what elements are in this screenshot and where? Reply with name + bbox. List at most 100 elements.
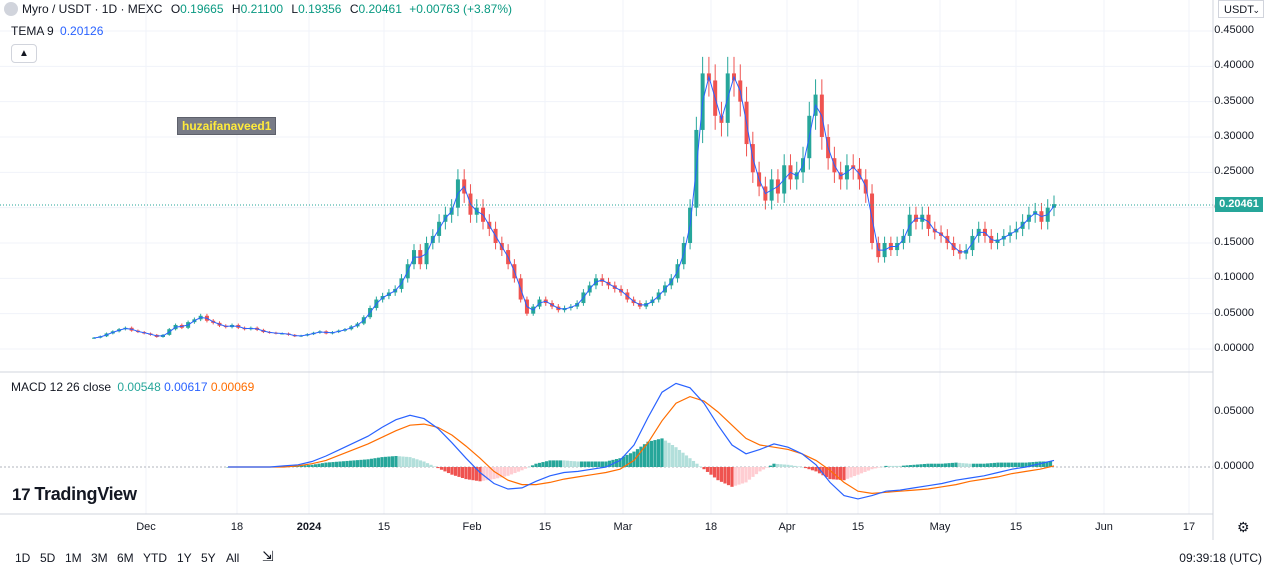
symbol-legend[interactable]: Myro / USDT · 1D · MEXC O0.19665 H0.2110…: [4, 2, 512, 16]
macd-hist-bar: [691, 460, 696, 467]
macd-hist-bar: [362, 459, 367, 467]
macd-hist-bar: [667, 442, 671, 467]
range-button-all[interactable]: All: [226, 551, 240, 565]
macd-hist-bar: [383, 456, 388, 467]
macd-hist-bar: [359, 459, 363, 467]
macd-hist-bar: [411, 458, 416, 467]
macd-hist-bar: [880, 466, 885, 468]
macd-tick-label: 0.00000: [1214, 460, 1254, 472]
symbol-title[interactable]: Myro / USDT · 1D · MEXC: [22, 2, 163, 16]
low-label: L: [291, 2, 299, 16]
macd-hist-bar: [1031, 462, 1035, 467]
macd-hist-bar: [775, 463, 780, 467]
macd-hist-bar: [401, 456, 405, 467]
macd-hist-bar: [803, 467, 808, 469]
macd-hist-bar: [418, 460, 423, 467]
time-tick-label: Dec: [136, 521, 156, 533]
macd-hist-bar: [772, 463, 776, 467]
replay-icon[interactable]: ⇲: [262, 548, 274, 564]
macd-hist-bar: [317, 463, 321, 467]
macd-hist-bar: [373, 458, 377, 467]
macd-hist-bar: [299, 465, 304, 467]
macd-legend[interactable]: MACD 12 26 close 0.00548 0.00617 0.00069: [11, 380, 254, 394]
range-button-1y[interactable]: 1Y: [177, 551, 192, 565]
tema-legend[interactable]: TEMA 9 0.20126: [11, 24, 103, 38]
macd-hist-bar: [758, 467, 762, 472]
macd-hist-bar: [369, 458, 374, 467]
macd-hist-bar: [947, 463, 951, 467]
range-button-1m[interactable]: 1M: [65, 551, 82, 565]
macd-hist-bar: [989, 463, 993, 467]
macd-hist-bar: [439, 467, 444, 470]
macd-hist-bar: [800, 467, 804, 468]
signal-line: [228, 395, 1055, 495]
candle-body: [92, 337, 96, 339]
macd-hist-bar: [569, 460, 573, 467]
time-tick-label: 15: [538, 521, 552, 533]
macd-hist-bar: [331, 462, 335, 467]
macd-hist-bar: [527, 467, 531, 468]
time-tick-label: Mar: [613, 521, 633, 533]
macd-hist-bar: [919, 464, 923, 467]
macd-hist-bar: [856, 467, 860, 475]
macd-hist-bar: [779, 464, 783, 467]
macd-hist-bar: [604, 461, 608, 467]
macd-hist-bar: [397, 456, 402, 467]
macd-hist-bar: [950, 462, 955, 467]
macd-hist-bar: [572, 461, 577, 467]
macd-hist-bar: [625, 454, 629, 467]
chevron-down-icon: ⌄: [1252, 5, 1260, 15]
macd-hist-bar: [877, 467, 881, 468]
macd-hist-bar: [502, 467, 507, 477]
macd-hist-bar: [901, 465, 906, 467]
macd-hist-bar: [996, 462, 1000, 467]
collapse-legend-button[interactable]: ▲: [11, 44, 37, 63]
macd-value: 0.00617: [164, 380, 208, 394]
macd-hist-bar: [751, 467, 755, 477]
range-button-ytd[interactable]: YTD: [143, 551, 167, 565]
macd-hist-bar: [684, 455, 689, 467]
macd-hist-bar: [565, 460, 570, 467]
currency-label: USDT: [1224, 4, 1254, 16]
macd-hist-bar: [632, 451, 636, 467]
macd-hist-bar: [408, 457, 412, 467]
macd-hist-bar: [733, 467, 738, 486]
macd-hist-bar: [520, 467, 524, 471]
tradingview-logo[interactable]: 17 TradingView: [12, 484, 137, 505]
macd-hist-bar: [464, 467, 468, 480]
time-tick-label: 15: [851, 521, 865, 533]
macd-hist-bar: [509, 467, 514, 475]
settings-gear-icon[interactable]: ⚙: [1237, 519, 1250, 535]
time-tick-label: 2024: [296, 521, 322, 533]
macd-lines: [228, 382, 1055, 500]
macd-hist-bar: [446, 467, 451, 474]
range-button-3m[interactable]: 3M: [91, 551, 108, 565]
macd-hist-bar: [730, 467, 734, 487]
time-tick-label: 15: [377, 521, 391, 533]
price-tick-label: 0.00000: [1214, 342, 1254, 354]
macd-hist-bar: [898, 465, 902, 467]
macd-hist-bar: [859, 467, 864, 474]
range-button-1d[interactable]: 1D: [15, 551, 31, 565]
macd-hist-bar: [961, 463, 965, 467]
macd-hist-bar: [845, 467, 850, 479]
macd-hist-bar: [943, 463, 948, 467]
macd-hist-bar: [835, 467, 839, 480]
macd-hist-bar: [1024, 462, 1028, 467]
range-button-6m[interactable]: 6M: [117, 551, 134, 565]
macd-hist-bar: [422, 461, 426, 467]
macd-hist-bar: [712, 467, 717, 478]
macd-hist-bar: [376, 457, 381, 467]
clock[interactable]: 09:39:18 (UTC): [1179, 551, 1262, 565]
macd-hist-bar: [768, 465, 773, 467]
macd-hist-bar: [656, 439, 661, 467]
price-tick-label: 0.05000: [1214, 306, 1254, 319]
range-button-5d[interactable]: 5D: [40, 551, 56, 565]
currency-selector[interactable]: USDT ⌄: [1218, 0, 1264, 18]
range-button-5y[interactable]: 5Y: [201, 551, 216, 565]
macd-hist-bar: [628, 453, 633, 467]
macd-hist-bar: [814, 467, 818, 472]
macd-hist-bar: [824, 467, 829, 478]
macd-hist-bar: [303, 465, 307, 467]
